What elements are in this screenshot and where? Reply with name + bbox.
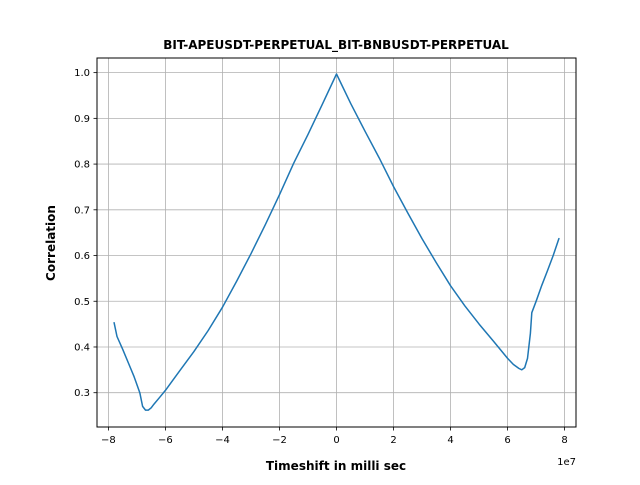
x-tick-label: 6 (504, 435, 510, 446)
x-tick-label: 0 (333, 435, 339, 446)
y-tick-label: 1.0 (74, 68, 90, 79)
x-tick-label: 4 (447, 435, 453, 446)
series (113, 73, 560, 411)
x-axis-label: Timeshift in milli sec (266, 459, 406, 473)
x-tick-label: 2 (390, 435, 396, 446)
chart-title: BIT-APEUSDT-PERPETUAL_BIT-BNBUSDT-PERPET… (163, 38, 509, 53)
x-axis-offset-label: 1e7 (557, 457, 576, 468)
y-tick-label: 0.3 (74, 388, 90, 399)
y-tick-label: 0.8 (74, 160, 90, 171)
grid (97, 58, 576, 427)
y-axis-label: Correlation (44, 205, 58, 281)
y-tick-label: 0.4 (74, 342, 90, 353)
axis-ticks: −8 −6 −4 −2 0 2 4 6 8 0.3 0.4 0.5 0.6 0.7 0.8 0.9 1.0 (74, 68, 568, 446)
y-tick-label: 0.9 (74, 114, 90, 125)
x-tick-label: −6 (158, 435, 173, 446)
y-tick-label: 0.6 (74, 251, 90, 262)
y-tick-label: 0.7 (74, 205, 90, 216)
series-line-correlation (113, 73, 560, 411)
x-tick-label: −8 (101, 435, 116, 446)
x-tick-label: −4 (215, 435, 230, 446)
x-tick-label: −2 (272, 435, 287, 446)
x-tick-label: 8 (561, 435, 567, 446)
y-tick-label: 0.5 (74, 297, 90, 308)
